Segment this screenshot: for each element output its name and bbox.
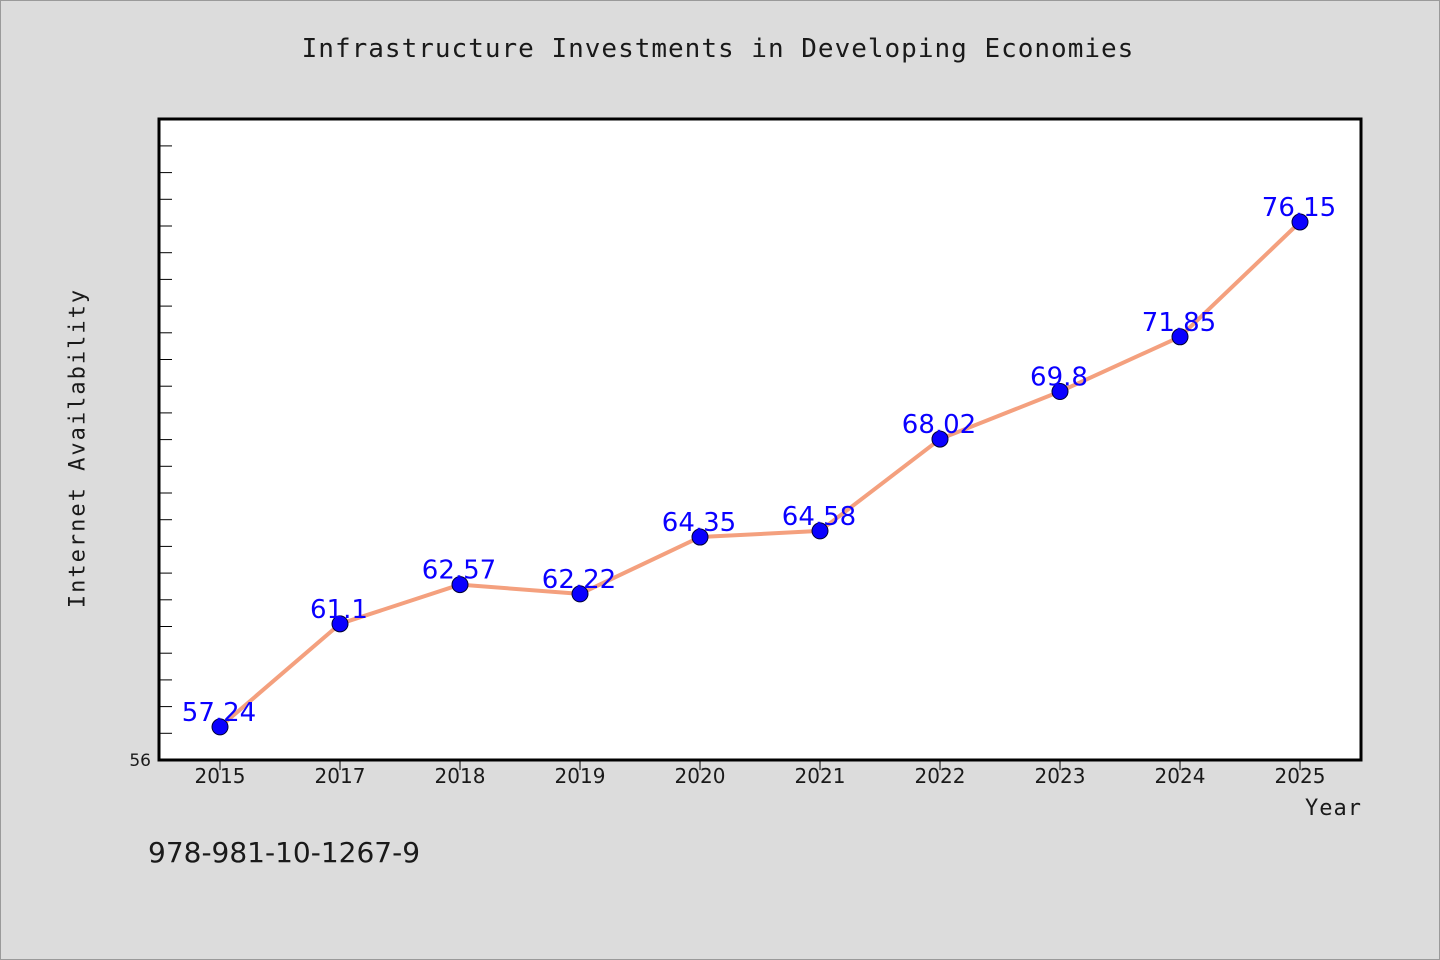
footer-isbn-text: 978-981-10-1267-9 xyxy=(148,836,421,869)
series-line xyxy=(218,220,1302,729)
data-label: 64.58 xyxy=(782,502,856,532)
x-tick-label: 2019 xyxy=(555,764,606,788)
data-point xyxy=(1051,383,1069,401)
x-tick-label: 2024 xyxy=(1155,764,1206,788)
data-label: 76.15 xyxy=(1262,193,1336,223)
x-tick-label: 2021 xyxy=(795,764,846,788)
data-point xyxy=(211,718,229,736)
data-label-layer: 57.24 61.1 62.57 62.22 64.35 64.58 68.02 69.8 71… xyxy=(182,193,1336,728)
data-point xyxy=(811,522,829,540)
data-label: 69.8 xyxy=(1030,363,1088,393)
data-point xyxy=(571,585,589,603)
x-tick-label: 2018 xyxy=(435,764,486,788)
data-point xyxy=(331,615,349,633)
x-tick-label: 2020 xyxy=(675,764,726,788)
x-tick-label: 2015 xyxy=(195,764,246,788)
x-tick-label: 2025 xyxy=(1275,764,1326,788)
x-axis-label: Year xyxy=(1305,796,1362,821)
data-label: 68.02 xyxy=(902,410,976,440)
data-point xyxy=(451,576,469,594)
y-tick-label: 56 xyxy=(129,751,151,771)
data-label: 62.57 xyxy=(422,556,496,586)
chart-title: Infrastructure Investments in Developing… xyxy=(301,34,1135,64)
data-label: 62.22 xyxy=(542,565,616,595)
data-label: 61.1 xyxy=(310,595,368,625)
x-tick-label: 2017 xyxy=(315,764,366,788)
series-layer xyxy=(211,213,1309,736)
x-tick-label: 2023 xyxy=(1035,764,1086,788)
data-point xyxy=(1171,328,1189,346)
data-point xyxy=(1291,213,1309,231)
plot-area xyxy=(157,117,1363,762)
x-axis-ticks: 2015 2017 2018 2019 2020 2021 2022 2023 2024 2025 xyxy=(195,760,1326,788)
data-label: 57.24 xyxy=(182,698,256,728)
data-label: 71.85 xyxy=(1142,308,1216,338)
data-point xyxy=(691,528,709,546)
x-tick-label: 2022 xyxy=(915,764,966,788)
data-point xyxy=(931,430,949,448)
data-label: 64.35 xyxy=(662,508,736,538)
y-axis-ticks: 56 xyxy=(129,145,172,771)
